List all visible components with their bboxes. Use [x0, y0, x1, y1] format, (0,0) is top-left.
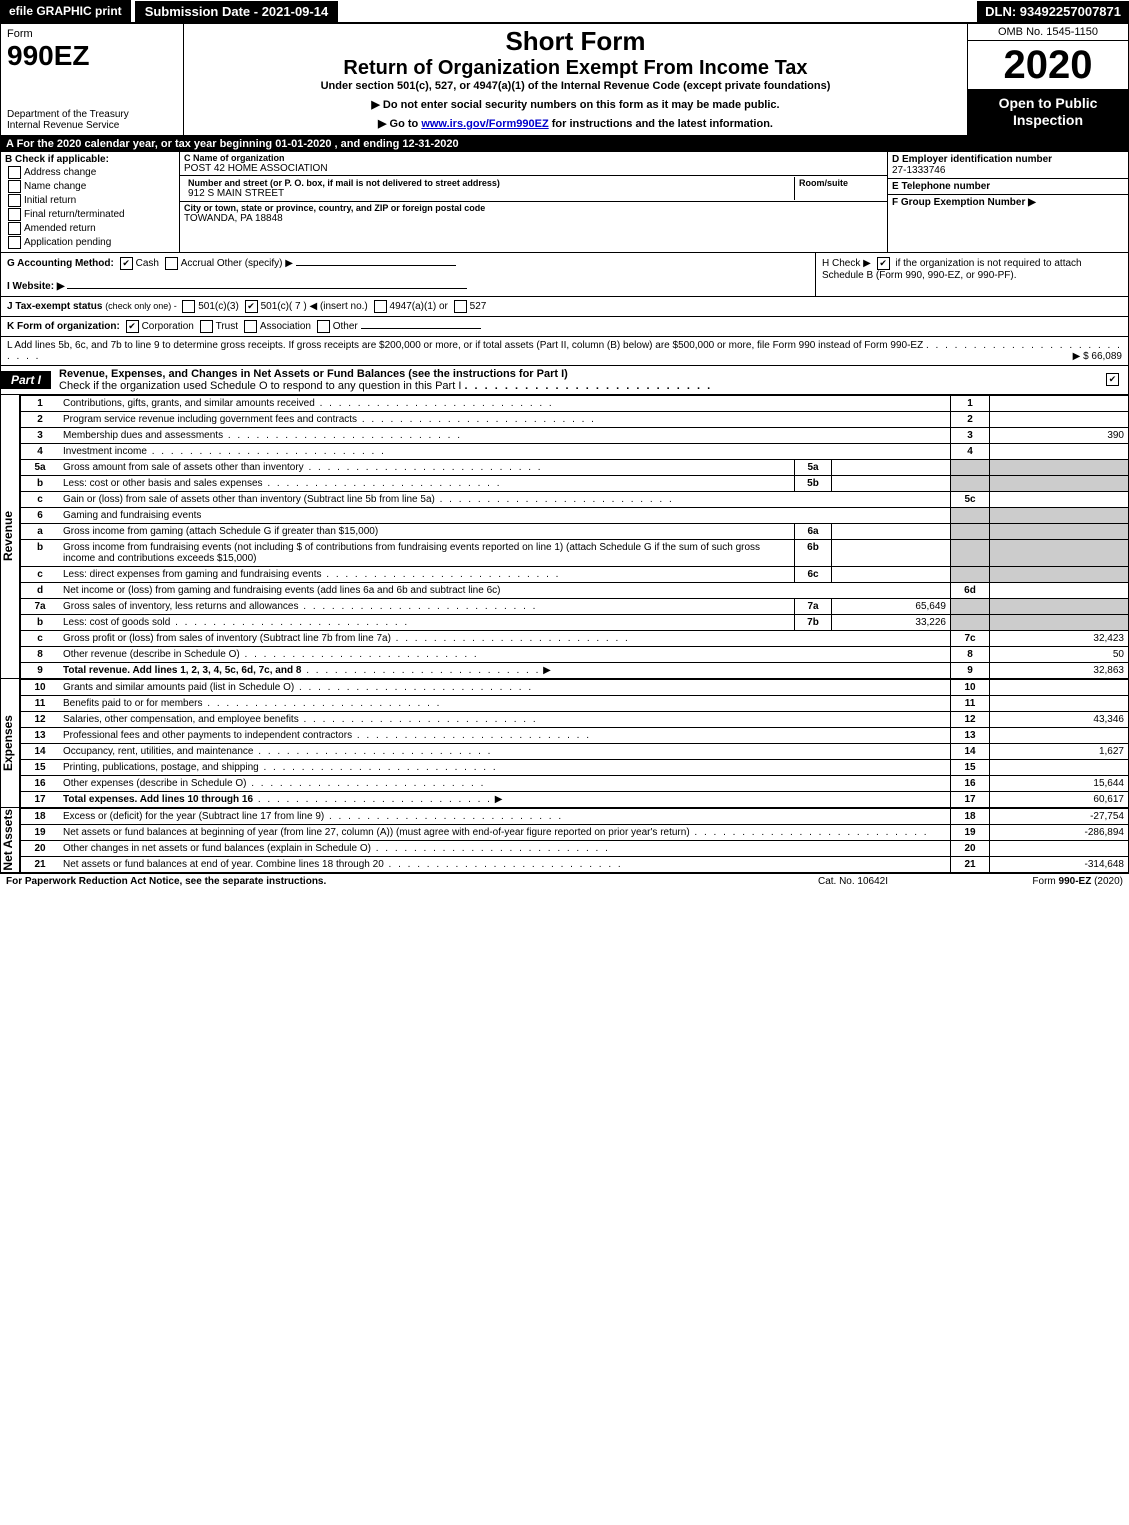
check-other-org[interactable] [317, 320, 330, 333]
section-b-block: B Check if applicable: Address change Na… [0, 152, 1129, 253]
other-specify-input[interactable] [296, 265, 456, 266]
dept-treasury: Department of the Treasury [7, 109, 129, 120]
part-i-title: Revenue, Expenses, and Changes in Net As… [51, 366, 1097, 394]
catalog-number: Cat. No. 10642I [763, 876, 943, 887]
dln-number: DLN: 93492257007871 [977, 1, 1129, 22]
check-501c3[interactable] [182, 300, 195, 313]
city-label: City or town, state or province, country… [184, 203, 883, 213]
header-center: Short Form Return of Organization Exempt… [184, 24, 967, 135]
ein-value: 27-1333746 [892, 165, 1124, 176]
form-label: Form [7, 28, 33, 40]
expenses-table: 10Grants and similar amounts paid (list … [20, 679, 1129, 808]
d-label: D Employer identification number [892, 154, 1124, 165]
dept-irs: Internal Revenue Service [7, 120, 119, 131]
i-website-label: I Website: ▶ [7, 281, 65, 292]
expenses-side-label: Expenses [1, 679, 20, 808]
short-form-title: Short Form [190, 26, 961, 57]
return-title: Return of Organization Exempt From Incom… [190, 57, 961, 80]
do-not-enter-ssn: ▶ Do not enter social security numbers o… [190, 98, 961, 111]
part-i-header: Part I Revenue, Expenses, and Changes in… [0, 366, 1129, 395]
form-reference: Form 990-EZ (2020) [943, 876, 1123, 887]
revenue-table: 1Contributions, gifts, grants, and simil… [20, 395, 1129, 679]
header-right: OMB No. 1545-1150 2020 Open to Public In… [967, 24, 1128, 135]
check-trust[interactable] [200, 320, 213, 333]
check-4947[interactable] [374, 300, 387, 313]
submission-date: Submission Date - 2021-09-14 [135, 1, 339, 22]
check-527[interactable] [454, 300, 467, 313]
check-association[interactable] [244, 320, 257, 333]
goto-suffix: for instructions and the latest informat… [552, 118, 773, 130]
header-left: Form 990EZ Department of the Treasury In… [1, 24, 184, 135]
net-assets-block: Net Assets 18Excess or (deficit) for the… [0, 808, 1129, 873]
form-number: 990EZ [7, 40, 90, 71]
page-footer: For Paperwork Reduction Act Notice, see … [0, 873, 1129, 889]
column-c-org-info: C Name of organization POST 42 HOME ASSO… [180, 152, 887, 252]
revenue-side-label: Revenue [1, 395, 20, 679]
l-text: L Add lines 5b, 6c, and 7b to line 9 to … [7, 340, 923, 351]
l-amount: ▶ $ 66,089 [1073, 351, 1122, 362]
row-a-tax-year: A For the 2020 calendar year, or tax yea… [0, 136, 1129, 152]
check-final-return[interactable]: Final return/terminated [5, 208, 175, 221]
check-501c[interactable] [245, 300, 258, 313]
j-sub: (check only one) - [105, 301, 179, 311]
org-name: POST 42 HOME ASSOCIATION [184, 163, 883, 174]
part-i-table: Revenue 1Contributions, gifts, grants, a… [0, 395, 1129, 679]
goto-prefix: ▶ Go to [378, 118, 421, 130]
form-header: Form 990EZ Department of the Treasury In… [0, 24, 1129, 136]
row-l-gross-receipts: L Add lines 5b, 6c, and 7b to line 9 to … [0, 337, 1129, 366]
goto-line: ▶ Go to www.irs.gov/Form990EZ for instru… [190, 117, 961, 130]
paperwork-notice: For Paperwork Reduction Act Notice, see … [6, 876, 763, 887]
b-title: B Check if applicable: [5, 154, 175, 165]
e-label: E Telephone number [892, 181, 1124, 192]
g-label: G Accounting Method: [7, 258, 114, 269]
check-name-change[interactable]: Name change [5, 180, 175, 193]
row-g-h: G Accounting Method: Cash Accrual Other … [0, 253, 1129, 297]
part-i-subtitle: Check if the organization used Schedule … [59, 380, 461, 392]
c-label: C Name of organization [184, 153, 883, 163]
check-application-pending[interactable]: Application pending [5, 236, 175, 249]
street-label: Number and street (or P. O. box, if mail… [188, 178, 790, 188]
under-section-text: Under section 501(c), 527, or 4947(a)(1)… [190, 80, 961, 92]
expenses-block: Expenses 10Grants and similar amounts pa… [0, 679, 1129, 808]
g-accounting-method: G Accounting Method: Cash Accrual Other … [1, 253, 815, 296]
check-schedule-o[interactable] [1106, 373, 1119, 386]
row-k-form-org: K Form of organization: Corporation Trus… [0, 317, 1129, 337]
room-label: Room/suite [799, 178, 879, 188]
omb-number: OMB No. 1545-1150 [968, 24, 1128, 41]
row-j-tax-exempt: J Tax-exempt status (check only one) - 5… [0, 297, 1129, 317]
h-schedule-b: H Check ▶ if the organization is not req… [815, 253, 1128, 296]
check-h[interactable] [877, 257, 890, 270]
check-amended-return[interactable]: Amended return [5, 222, 175, 235]
j-label: J Tax-exempt status [7, 301, 105, 312]
check-accrual[interactable] [165, 257, 178, 270]
column-d-e-f: D Employer identification number 27-1333… [887, 152, 1128, 252]
f-label: F Group Exemption Number ▶ [892, 197, 1124, 208]
website-input[interactable] [67, 288, 467, 289]
other-org-input[interactable] [361, 328, 481, 329]
check-corporation[interactable] [126, 320, 139, 333]
tax-year: 2020 [968, 41, 1128, 89]
net-assets-table: 18Excess or (deficit) for the year (Subt… [20, 808, 1129, 873]
irs-link[interactable]: www.irs.gov/Form990EZ [421, 118, 548, 130]
efile-print-button[interactable]: efile GRAPHIC print [0, 0, 131, 22]
top-bar: efile GRAPHIC print Submission Date - 20… [0, 0, 1129, 24]
check-address-change[interactable]: Address change [5, 166, 175, 179]
column-b-checkboxes: B Check if applicable: Address change Na… [1, 152, 180, 252]
street-address: 912 S MAIN STREET [188, 188, 790, 199]
k-label: K Form of organization: [7, 321, 120, 332]
check-cash[interactable] [120, 257, 133, 270]
city-state-zip: TOWANDA, PA 18848 [184, 213, 883, 224]
part-i-label: Part I [1, 371, 51, 389]
open-to-public: Open to Public Inspection [968, 89, 1128, 135]
h-text: H Check ▶ [822, 258, 874, 269]
net-assets-side-label: Net Assets [1, 808, 20, 873]
check-initial-return[interactable]: Initial return [5, 194, 175, 207]
